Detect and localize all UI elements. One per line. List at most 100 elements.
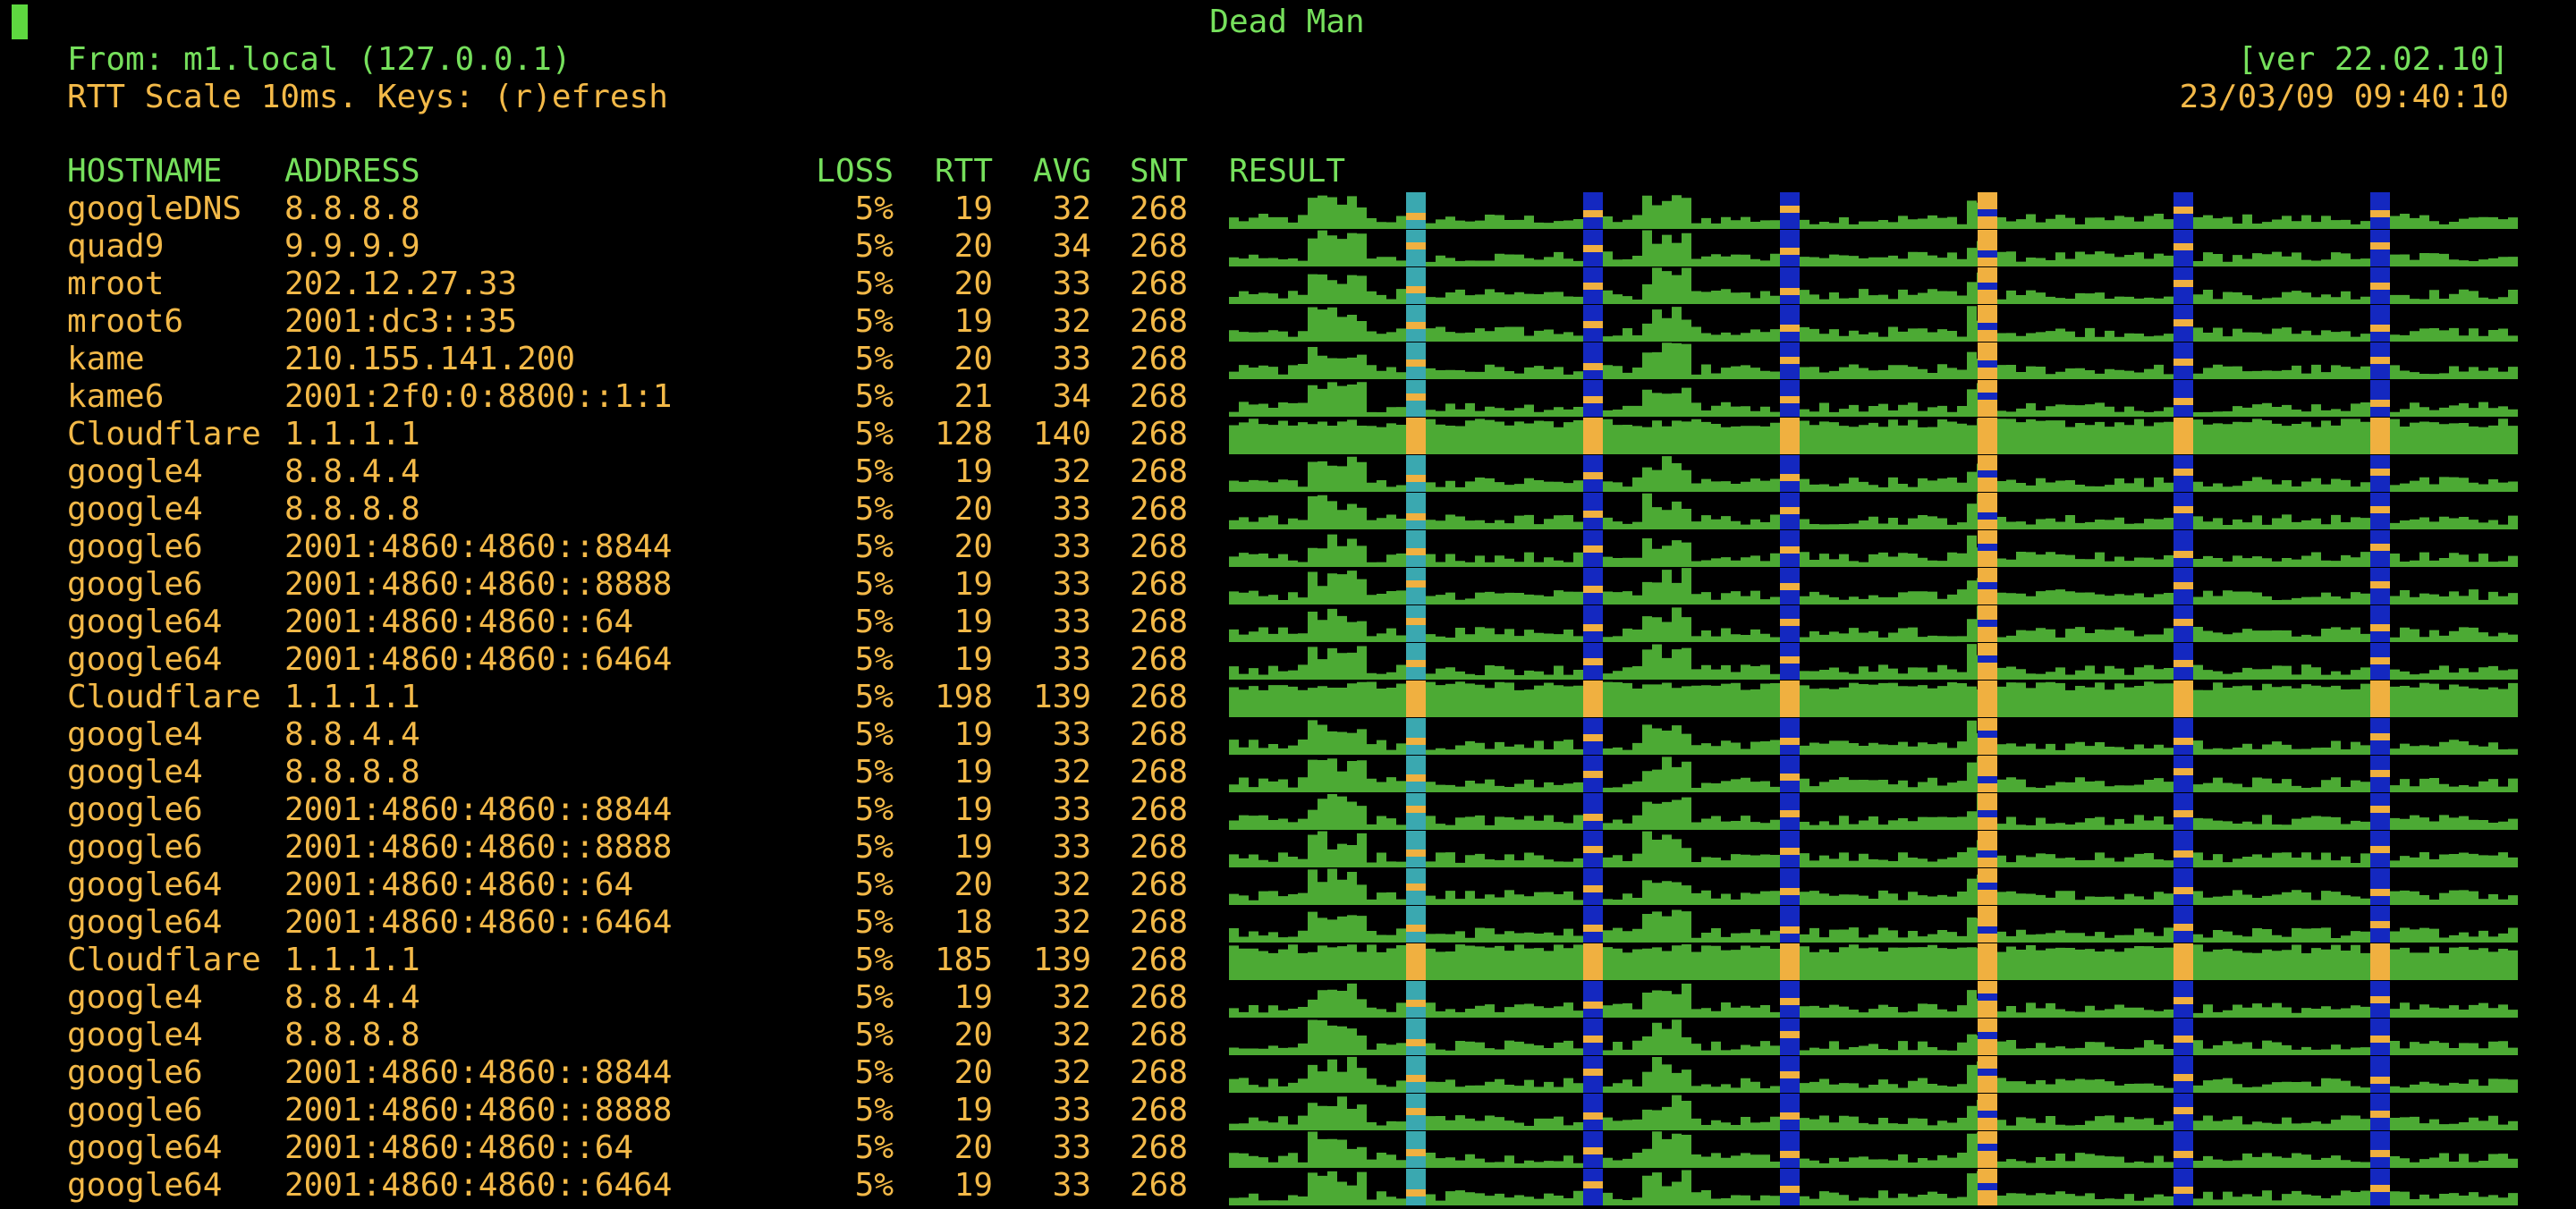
marker-loss [1780, 583, 1800, 590]
marker [1406, 493, 1426, 529]
cell: 8.8.8.8 [284, 491, 420, 528]
cell: 19 [954, 716, 993, 753]
cell: 18 [954, 904, 993, 941]
cell: 19 [954, 190, 993, 227]
marker [1978, 756, 1997, 792]
cell: 5% [855, 528, 894, 565]
marker-loss [1978, 810, 1997, 817]
marker-loss [1406, 1149, 1426, 1156]
rtt-bars [1229, 1170, 2518, 1205]
cell: 268 [1130, 1017, 1188, 1053]
marker [1780, 681, 1800, 717]
cell: 268 [1130, 453, 1188, 490]
cell: Cloudflare [67, 942, 261, 978]
cell: 5% [855, 491, 894, 528]
rtt-bars [1229, 983, 2518, 1018]
cell: 19 [954, 566, 993, 603]
cell: 8.8.8.8 [284, 754, 420, 790]
cell: mroot6 [67, 303, 183, 340]
cell: 20 [954, 1054, 993, 1091]
cell: 5% [855, 1167, 894, 1204]
marker-loss [1978, 776, 1997, 783]
cell: 33 [1053, 266, 1091, 302]
marker-loss [2370, 357, 2390, 364]
marker-loss [1780, 206, 1800, 213]
cell: 268 [1130, 303, 1188, 340]
marker-loss [2174, 660, 2193, 667]
cell: 268 [1130, 1092, 1188, 1129]
marker-loss [1583, 1069, 1603, 1076]
marker-loss [1978, 1144, 1997, 1151]
cell: 32 [1053, 303, 1091, 340]
marker-loss [1583, 210, 1603, 217]
marker-loss [2370, 921, 2390, 928]
cell: 19 [954, 1167, 993, 1204]
cell: 19 [954, 791, 993, 828]
marker-loss [1978, 883, 1997, 890]
marker-loss [2174, 506, 2193, 513]
cell: google4 [67, 491, 203, 528]
marker [1406, 681, 1426, 717]
marker-loss [1583, 1002, 1603, 1009]
cell: 19 [954, 641, 993, 678]
cell: 33 [1053, 1167, 1091, 1204]
cell: 268 [1130, 1054, 1188, 1091]
cell: 5% [855, 1017, 894, 1053]
marker-loss [2174, 398, 2193, 405]
marker [2370, 868, 2390, 905]
marker [1978, 230, 1997, 266]
marker [2370, 1056, 2390, 1093]
cell: 33 [1053, 791, 1091, 828]
marker-loss [1978, 393, 1997, 400]
rtt-scale: RTT Scale 10ms. Keys: (r)efresh [67, 79, 668, 115]
cell: 268 [1130, 904, 1188, 941]
rtt-bars [1229, 493, 2518, 529]
cell: 5% [855, 829, 894, 866]
marker-loss [2370, 210, 2390, 217]
cell: 128 [935, 416, 993, 452]
marker-loss [1406, 774, 1426, 782]
cell: 8.8.8.8 [284, 190, 420, 227]
cell: 32 [1053, 904, 1091, 941]
marker-loss [1406, 925, 1426, 932]
marker [2370, 418, 2390, 454]
cell: 5% [855, 566, 894, 603]
marker-loss [1406, 1000, 1426, 1007]
cell: 268 [1130, 979, 1188, 1016]
cell: 2001:4860:4860::8844 [284, 791, 672, 828]
cell: 33 [1053, 341, 1091, 377]
cell: 19 [954, 829, 993, 866]
marker [1406, 943, 1426, 980]
marker-loss [1978, 582, 1997, 589]
marker [2174, 1131, 2193, 1168]
marker-loss [1780, 507, 1800, 514]
cell: 268 [1130, 378, 1188, 415]
marker-loss [1780, 1151, 1800, 1158]
marker [2174, 868, 2193, 905]
marker-loss [1583, 658, 1603, 665]
marker [1780, 1094, 1800, 1130]
marker [1406, 906, 1426, 943]
cell: 5% [855, 791, 894, 828]
cursor [12, 4, 28, 39]
marker [1780, 868, 1800, 905]
column-header: RESULT [1229, 153, 1345, 190]
marker [1406, 455, 1426, 492]
marker-loss [2370, 996, 2390, 1003]
marker-loss [2174, 887, 2193, 894]
cell: 2001:2f0:0:8800::1:1 [284, 378, 672, 415]
cell: 268 [1130, 716, 1188, 753]
cell: 32 [1053, 1017, 1091, 1053]
marker-loss [1780, 1112, 1800, 1120]
cell: 19 [954, 453, 993, 490]
marker [1583, 943, 1603, 980]
rtt-bars [1229, 644, 2518, 680]
cell: 8.8.4.4 [284, 979, 420, 1016]
cell: 34 [1053, 228, 1091, 265]
cell: 5% [855, 266, 894, 302]
marker-loss [1406, 548, 1426, 555]
cell: 268 [1130, 604, 1188, 640]
marker [1406, 981, 1426, 1018]
marker-loss [2174, 280, 2193, 287]
marker-loss [2370, 1150, 2390, 1157]
